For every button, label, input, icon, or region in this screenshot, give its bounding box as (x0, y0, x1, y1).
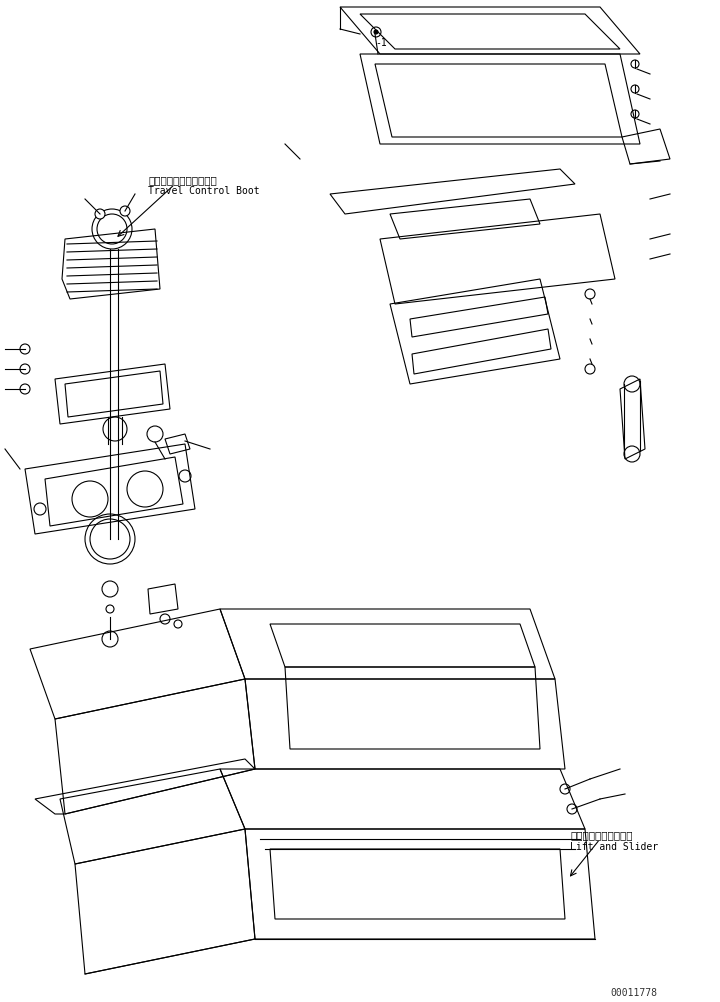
Circle shape (103, 418, 127, 442)
Circle shape (106, 605, 114, 613)
Circle shape (20, 365, 30, 375)
Circle shape (624, 447, 640, 463)
Circle shape (624, 377, 640, 393)
Text: -1: -1 (375, 38, 387, 48)
Text: 00011778: 00011778 (610, 987, 657, 997)
Circle shape (20, 385, 30, 395)
Circle shape (631, 111, 639, 119)
Circle shape (160, 614, 170, 624)
Circle shape (147, 427, 163, 443)
Text: Lift and Slider: Lift and Slider (570, 841, 658, 851)
Circle shape (102, 581, 118, 597)
Circle shape (560, 785, 570, 795)
Text: 走行コントロールブート: 走行コントロールブート (148, 174, 217, 184)
Circle shape (374, 31, 378, 35)
Circle shape (102, 631, 118, 647)
Circle shape (631, 86, 639, 94)
Circle shape (371, 28, 381, 38)
Circle shape (174, 620, 182, 628)
Circle shape (97, 214, 127, 244)
Circle shape (92, 209, 132, 249)
Circle shape (179, 471, 191, 483)
Text: Travel Control Boot: Travel Control Boot (148, 185, 260, 195)
Circle shape (127, 472, 163, 507)
Circle shape (585, 290, 595, 300)
Circle shape (34, 503, 46, 515)
Circle shape (90, 519, 130, 559)
Circle shape (85, 514, 135, 564)
Circle shape (631, 61, 639, 69)
Circle shape (585, 365, 595, 375)
Text: リフトおよびスライダ: リフトおよびスライダ (570, 830, 632, 839)
Circle shape (120, 206, 130, 216)
Circle shape (567, 805, 577, 815)
Circle shape (72, 482, 108, 517)
Circle shape (95, 209, 105, 219)
Circle shape (20, 345, 30, 355)
